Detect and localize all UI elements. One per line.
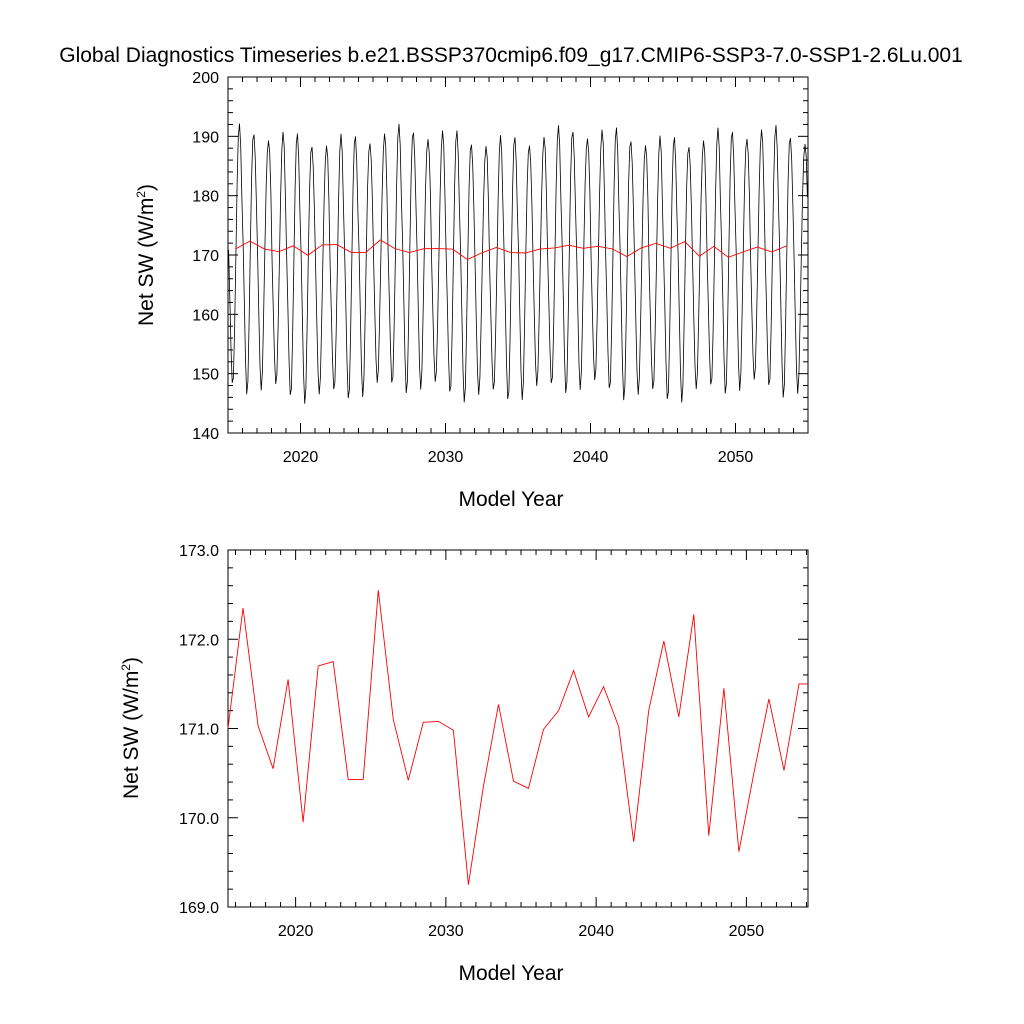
top-panel: 2020 2030 2040 2050 140 150 160 170 180 190 200 Mo… (134, 70, 809, 511)
y-tick-label: 171.0 (179, 722, 219, 739)
top-marks (228, 123, 808, 404)
y-tick-label: 170 (192, 248, 219, 265)
y-tick-label: 150 (192, 367, 219, 384)
bottom-marks (227, 590, 808, 885)
top-ticks: 2020 2030 2040 2050 140 150 160 170 180 190 200 (192, 70, 809, 466)
y-tick-label: 172.0 (179, 632, 219, 649)
chart-title: Global Diagnostics Timeseries b.e21.BSSP… (59, 44, 963, 67)
y-tick-label: 173.0 (179, 543, 219, 560)
x-tick-label: 2030 (428, 449, 464, 466)
annual-mean-series-line (235, 239, 787, 261)
top-y-axis-label: Net SW (W/m2) (134, 184, 158, 326)
y-tick-label: 160 (192, 307, 219, 324)
x-tick-label: 2040 (573, 449, 609, 466)
x-tick-label: 2050 (718, 449, 754, 466)
x-tick-label: 2020 (278, 923, 314, 940)
bottom-ticks: 2020 2030 2040 2050 169.0 170.0 171.0 172.0 173.… (179, 543, 808, 940)
y-tick-label: 190 (192, 129, 219, 146)
x-tick-label: 2030 (428, 923, 464, 940)
bottom-plot-frame (227, 549, 809, 908)
bottom-x-axis-label: Model Year (458, 962, 563, 985)
top-x-axis-label: Model Year (458, 488, 563, 511)
y-tick-label: 169.0 (179, 900, 219, 917)
x-tick-label: 2050 (729, 923, 765, 940)
bottom-panel: 2020 2030 2040 2050 169.0 170.0 171.0 172.0 173.… (119, 543, 809, 985)
x-tick-label: 2020 (283, 449, 319, 466)
annual-mean-series-line (227, 590, 808, 885)
bottom-y-axis-label: Net SW (W/m2) (119, 657, 143, 799)
monthly-series-line (228, 123, 808, 404)
y-tick-label: 140 (192, 426, 219, 443)
y-tick-label: 200 (192, 70, 219, 87)
y-tick-label: 170.0 (179, 811, 219, 828)
y-tick-label: 180 (192, 189, 219, 206)
x-tick-label: 2040 (578, 923, 614, 940)
